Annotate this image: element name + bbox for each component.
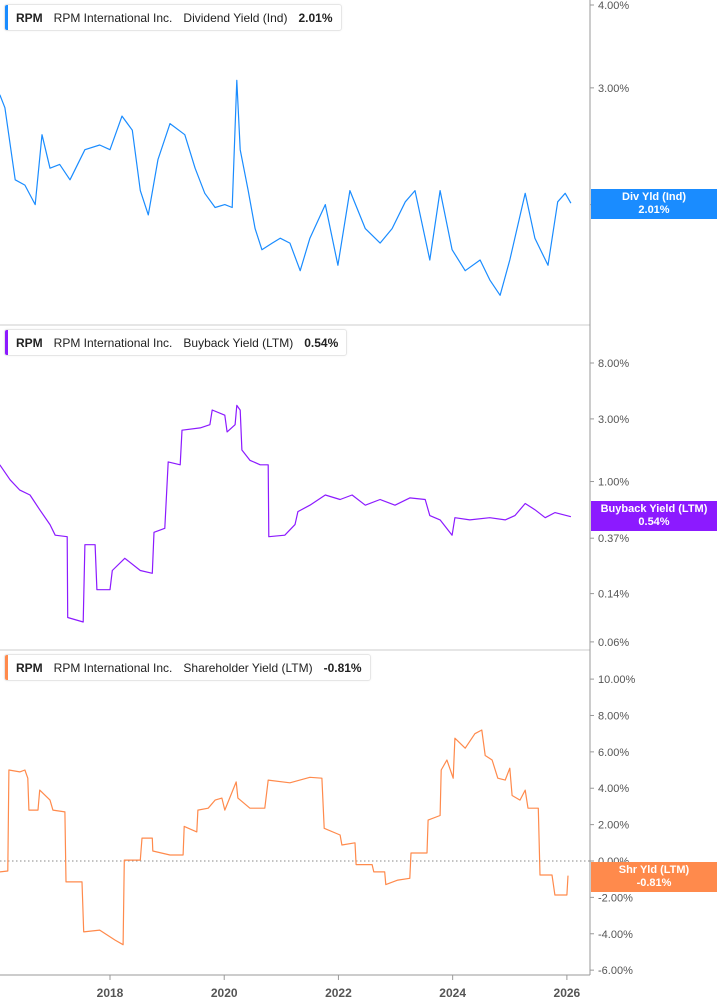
legend-company: RPM International Inc. xyxy=(53,335,173,350)
y-tick-label: -4.00% xyxy=(598,929,633,941)
tag-label: Buyback Yield (LTM) xyxy=(600,503,708,515)
y-tick-label: -6.00% xyxy=(598,965,633,977)
x-tick-label: 2020 xyxy=(211,986,238,1000)
legend-shareholder: RPM RPM International Inc. Shareholder Y… xyxy=(4,654,371,681)
legend-company: RPM International Inc. xyxy=(53,10,173,25)
legend-ticker: RPM xyxy=(16,10,43,25)
legend-color-bar xyxy=(5,655,8,680)
y-tick-label: 4.00% xyxy=(598,0,629,12)
x-tick-label: 2018 xyxy=(97,986,124,1000)
y-tick-label: 2.00% xyxy=(598,820,629,832)
y-tick-label: 0.06% xyxy=(598,637,629,649)
y-tick-label: 0.14% xyxy=(598,589,629,601)
tag-value: -0.81% xyxy=(636,877,672,889)
y-tick-label: 8.00% xyxy=(598,358,629,370)
y-tick-label: 8.00% xyxy=(598,710,629,722)
last-value-tag-buyback: Buyback Yield (LTM) 0.54% xyxy=(591,501,717,531)
tag-label: Shr Yld (LTM) xyxy=(618,864,690,876)
y-tick-label: 1.00% xyxy=(598,477,629,489)
legend-color-bar xyxy=(5,330,8,355)
x-tick-label: 2026 xyxy=(554,986,581,1000)
series-line-2 xyxy=(0,729,569,946)
last-value-tag-dividend: Div Yld (Ind) 2.01% xyxy=(591,189,717,219)
legend-buyback: RPM RPM International Inc. Buyback Yield… xyxy=(4,329,348,356)
y-tick-label: -2.00% xyxy=(598,892,633,904)
x-tick-label: 2024 xyxy=(439,986,466,1000)
tag-value: 0.54% xyxy=(638,516,670,528)
legend-ticker: RPM xyxy=(16,335,43,350)
y-tick-label: 6.00% xyxy=(598,747,629,759)
legend-metric: Dividend Yield (Ind) xyxy=(183,10,288,25)
legend-value: 0.54% xyxy=(304,335,339,350)
y-tick-label: 3.00% xyxy=(598,414,629,426)
x-tick-label: 2022 xyxy=(325,986,352,1000)
legend-company: RPM International Inc. xyxy=(53,660,173,675)
series-line-1 xyxy=(0,404,572,623)
series-line-0 xyxy=(0,79,572,296)
legend-ticker: RPM xyxy=(16,660,43,675)
legend-metric: Buyback Yield (LTM) xyxy=(183,335,294,350)
legend-value: -0.81% xyxy=(323,660,362,675)
y-tick-label: 0.37% xyxy=(598,533,629,545)
legend-color-bar xyxy=(5,5,8,30)
legend-value: 2.01% xyxy=(298,10,333,25)
y-tick-label: 10.00% xyxy=(598,674,636,686)
legend-dividend: RPM RPM International Inc. Dividend Yiel… xyxy=(4,4,342,31)
tag-value: 2.01% xyxy=(638,204,670,216)
legend-metric: Shareholder Yield (LTM) xyxy=(183,660,313,675)
last-value-tag-shareholder: Shr Yld (LTM) -0.81% xyxy=(591,862,717,892)
y-tick-label: 4.00% xyxy=(598,783,629,795)
tag-label: Div Yld (Ind) xyxy=(622,191,686,203)
y-tick-label: 3.00% xyxy=(598,83,629,95)
